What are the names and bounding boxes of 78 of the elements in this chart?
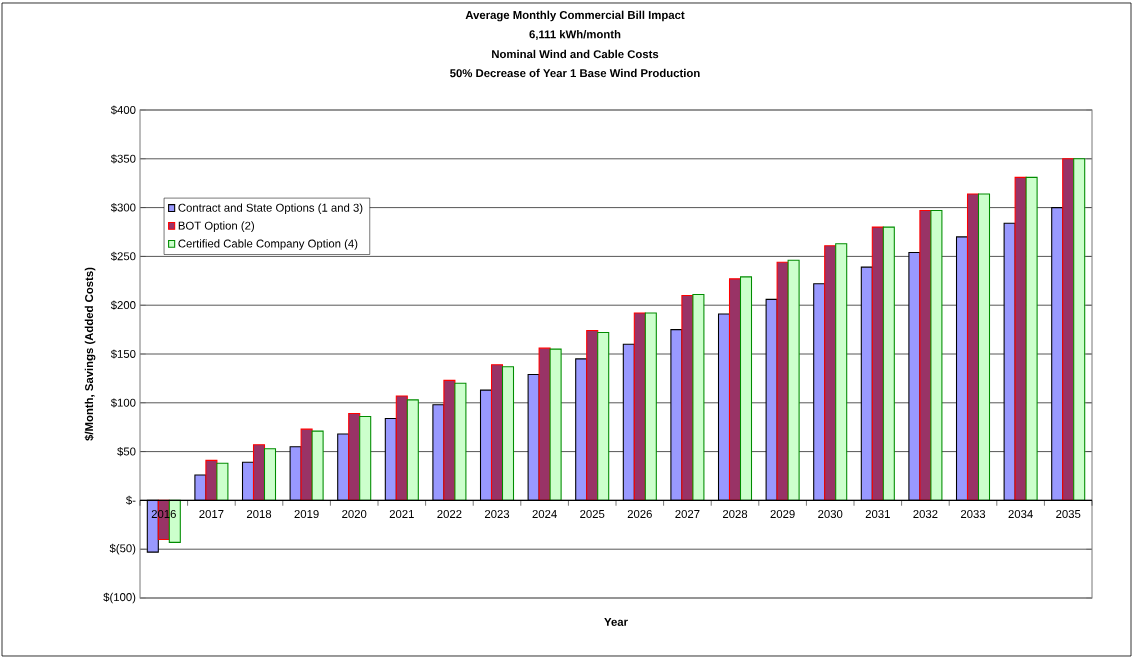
bar <box>263 448 277 501</box>
bar <box>490 364 504 501</box>
bar <box>1062 158 1075 501</box>
x-tick-label: 2025 <box>580 510 605 519</box>
bar <box>216 462 229 501</box>
bar <box>824 245 837 501</box>
bar <box>728 278 742 501</box>
y-tick-label: $350 <box>110 154 136 164</box>
bar <box>787 259 800 501</box>
bar <box>1014 176 1027 501</box>
legend-label: Contract and State Options (1 and 3) <box>178 203 363 214</box>
bar <box>406 399 419 501</box>
text: 50% Decrease of Year 1 Base Wind Production <box>450 68 700 78</box>
y-tick-label: $- <box>126 495 136 505</box>
y-tick-label: $250 <box>110 251 136 261</box>
x-tick-label: 2032 <box>913 510 938 519</box>
x-tick-label: 2024 <box>532 510 557 519</box>
x-tick-label: 2033 <box>960 510 986 519</box>
bar <box>739 276 753 501</box>
x-tick-label: 2017 <box>199 510 224 519</box>
bar <box>1025 176 1038 501</box>
bar <box>1073 158 1086 501</box>
bar <box>311 430 324 501</box>
bar <box>681 294 694 501</box>
bar <box>871 226 884 501</box>
text: Nominal Wind and Cable Costs <box>492 49 659 59</box>
bar <box>252 444 266 501</box>
x-tick-label: 2020 <box>342 510 367 519</box>
bar <box>395 395 408 501</box>
chart-subtitle: 6,111 kWh/month <box>529 30 621 40</box>
bar <box>644 312 657 501</box>
bar <box>586 330 599 501</box>
y-tick-label: $200 <box>110 300 136 310</box>
x-tick-label: 2029 <box>770 510 795 519</box>
bar <box>205 459 218 501</box>
x-tick-label: 2022 <box>437 510 462 519</box>
chart-title: Average Monthly Commercial Bill Impact <box>465 10 685 22</box>
x-tick-label: 2018 <box>246 510 272 519</box>
bar <box>930 209 943 501</box>
bar <box>919 209 932 501</box>
x-tick-label: 2019 <box>294 510 319 519</box>
y-tick-label: $100 <box>110 398 136 408</box>
bar <box>977 193 991 501</box>
x-tick-label: 2034 <box>1008 510 1033 519</box>
x-tick-label: 2023 <box>484 510 510 519</box>
bar <box>633 312 646 501</box>
y-tick-label: $(100) <box>103 592 136 604</box>
x-tick-label: 2027 <box>675 510 700 519</box>
bar <box>300 428 313 501</box>
x-tick-label: 2016 <box>151 510 176 519</box>
x-axis-title: Year <box>604 618 628 626</box>
legend-label: Certified Cable Company Option (4) <box>178 239 358 250</box>
x-tick-label: 2030 <box>818 510 843 519</box>
y-tick-label: $300 <box>110 203 136 213</box>
bar <box>549 348 562 501</box>
y-tick-label: $50 <box>117 447 136 457</box>
bar <box>776 261 789 501</box>
bar <box>966 193 980 501</box>
bar <box>835 243 848 501</box>
bar <box>692 293 705 501</box>
bar <box>538 347 551 501</box>
bar <box>348 413 361 501</box>
x-tick-label: 2028 <box>722 510 748 519</box>
bar <box>359 415 372 501</box>
legend-label: BOT Option (2) <box>178 221 254 232</box>
bar <box>882 226 895 501</box>
x-tick-label: 2026 <box>627 510 652 519</box>
bar <box>597 331 610 501</box>
bar <box>454 382 467 501</box>
y-tick-label: $400 <box>110 105 136 115</box>
x-tick-label: 2031 <box>865 510 890 519</box>
bar <box>501 366 515 501</box>
x-tick-label: 2021 <box>389 510 414 519</box>
bar <box>443 379 456 501</box>
x-tick-label: 2035 <box>1056 510 1081 519</box>
y-axis-title: $/Month, Savings (Added Costs) <box>84 267 96 441</box>
y-tick-label: $150 <box>110 349 136 359</box>
y-tick-label: $(50) <box>109 543 136 555</box>
